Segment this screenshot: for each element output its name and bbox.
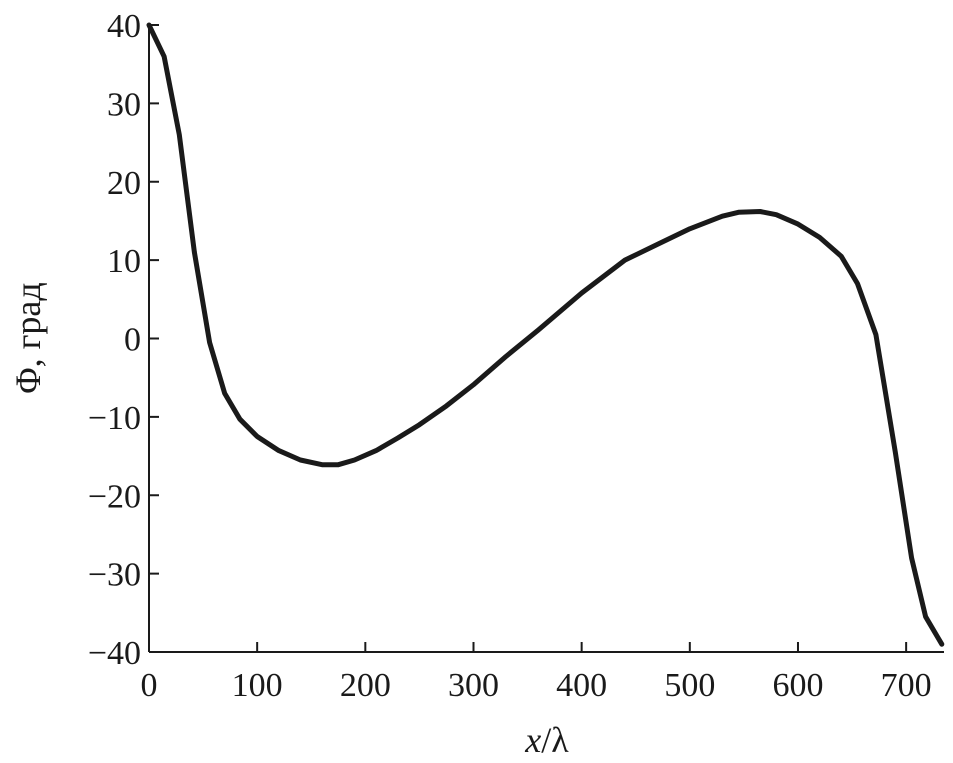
y-ticks: 40 30 20 10 0 −10 −20 −30 −40 — [88, 8, 159, 672]
y-tick-label: −30 — [88, 557, 141, 594]
x-tick-label: 300 — [448, 667, 499, 704]
x-tick-label: 600 — [772, 667, 823, 704]
x-tick-label: 700 — [881, 667, 932, 704]
x-axis-label-variable: x — [524, 720, 541, 760]
x-tick-label: 200 — [340, 667, 391, 704]
x-tick-label: 0 — [141, 667, 158, 704]
y-tick-label: 30 — [107, 86, 141, 123]
x-tick-label: 500 — [664, 667, 715, 704]
y-tick-label: 40 — [107, 8, 141, 45]
x-tick-label: 100 — [232, 667, 283, 704]
y-axis-label: Φ, град — [8, 282, 48, 393]
y-tick-label: 20 — [107, 165, 141, 202]
y-tick-label: −20 — [88, 478, 141, 515]
y-tick-label: −40 — [88, 635, 141, 672]
x-axis-label: x/λ — [524, 720, 569, 760]
y-tick-label: 10 — [107, 243, 141, 280]
x-tick-label: 400 — [556, 667, 607, 704]
axes — [148, 25, 944, 653]
x-ticks: 0 100 200 300 400 500 600 700 — [141, 642, 932, 704]
series-line — [146, 22, 945, 647]
y-tick-label: 0 — [124, 322, 141, 359]
y-tick-label: −10 — [88, 400, 141, 437]
x-axis-label-rest: /λ — [541, 720, 569, 760]
